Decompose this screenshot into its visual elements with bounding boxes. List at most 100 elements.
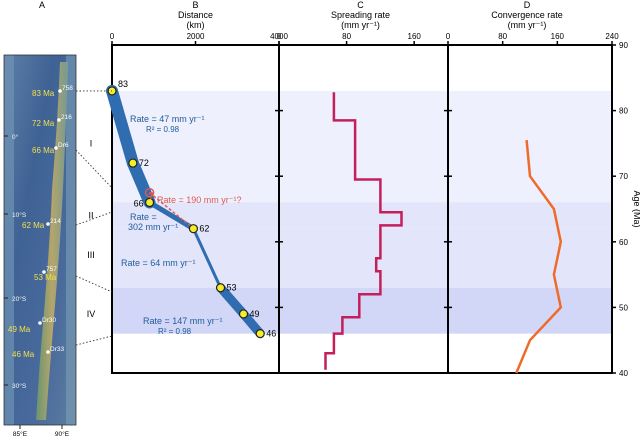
site-marker	[42, 270, 46, 274]
panel-frame-d	[447, 44, 613, 374]
segment-label-II: II	[88, 211, 93, 221]
x-tick-label-d: 160	[551, 32, 565, 41]
segment-label-IV: IV	[87, 309, 96, 319]
panel-letter-c: C	[357, 0, 364, 10]
age-point-label: 62	[199, 224, 209, 234]
age-label: 83 Ma	[32, 89, 55, 98]
connector-line	[75, 275, 113, 293]
x-tick-label-c: 160	[408, 32, 422, 41]
rate-label-iii: Rate = 64 mm yr⁻¹	[121, 258, 196, 268]
rate-label-iv: Rate = 147 mm yr⁻¹	[143, 316, 223, 326]
age-point	[128, 158, 138, 168]
lon-label: 85°E	[13, 430, 28, 438]
r2-label-i: R² = 0.98	[146, 125, 180, 134]
segment-label-III: III	[87, 250, 95, 260]
age-band-2	[112, 202, 612, 229]
age-point-label: 53	[227, 283, 237, 293]
convergence-rate-line	[515, 139, 563, 374]
track-segment-5	[216, 283, 249, 319]
x-tick-label-c: 80	[342, 32, 351, 41]
site-label: 214	[50, 218, 61, 225]
site-label: Dr30	[42, 317, 56, 324]
lat-label: 30°S	[12, 382, 27, 390]
site-marker	[57, 118, 61, 122]
site-marker	[46, 222, 50, 226]
track-segment-1	[106, 84, 139, 170]
y-tick-label: 50	[619, 303, 628, 312]
segment-label-I: I	[90, 138, 93, 148]
site-label: 758	[62, 85, 73, 92]
y-tick-label: 40	[619, 369, 628, 378]
x-tick-label-c: 0	[277, 32, 282, 41]
age-axis-label: Age (Ma)	[632, 190, 640, 227]
connector-line	[75, 335, 113, 346]
panel-subtitle-c: (mm yr⁻¹)	[341, 20, 380, 30]
connector-line	[75, 211, 113, 226]
questioned-point	[144, 187, 155, 198]
lon-label: 90°E	[55, 430, 70, 438]
question-mark: ?	[148, 191, 154, 202]
site-marker	[38, 321, 42, 325]
lat-label: 0°	[12, 133, 19, 141]
age-point	[188, 224, 199, 234]
age-point-label: 83	[118, 79, 128, 89]
questioned-segment	[149, 192, 194, 230]
age-label: 62 Ma	[22, 221, 45, 230]
x-tick-label-b: 4000	[270, 32, 288, 41]
site-label: 757	[46, 266, 57, 273]
age-label: 72 Ma	[32, 119, 55, 128]
age-label: 46 Ma	[12, 350, 35, 359]
age-point-label: 49	[250, 309, 260, 319]
y-tick-label: 90	[619, 41, 628, 50]
rate-label-ii-b: 302 mm yr⁻¹	[128, 222, 178, 232]
site-marker	[46, 350, 50, 354]
connector-line	[75, 149, 113, 189]
age-point-label: 46	[266, 329, 276, 339]
age-label: 66 Ma	[32, 146, 55, 155]
x-tick-label-d: 240	[605, 32, 619, 41]
panel-title-d: Convergence rate	[491, 10, 563, 20]
site-label: Dr33	[50, 346, 64, 353]
rate-label-ii-a: Rate =	[130, 212, 157, 222]
age-point	[238, 309, 249, 319]
panel-letter-a: A	[39, 0, 45, 10]
rate-label-i: Rate = 47 mm yr⁻¹	[130, 114, 205, 124]
x-tick-label-d: 0	[446, 32, 451, 41]
age-label: 49 Ma	[8, 325, 31, 334]
map-shelf-east	[66, 55, 76, 425]
age-label: 53 Ma	[34, 273, 57, 282]
panel-title-b: Distance	[178, 10, 213, 20]
x-tick-label-b: 2000	[187, 32, 205, 41]
site-label: 216	[61, 114, 72, 121]
site-marker	[54, 146, 58, 150]
site-label: Dr6	[58, 142, 69, 149]
x-tick-label-b: 0	[110, 32, 115, 41]
rate-label-questioned: Rate = 190 mm yr⁻¹?	[157, 195, 242, 205]
panel-title-c: Spreading rate	[331, 10, 390, 20]
y-tick-label: 80	[619, 107, 628, 116]
panel-letter-d: D	[524, 0, 531, 10]
age-point-label: 72	[139, 158, 149, 168]
site-marker	[58, 89, 62, 93]
x-tick-label-d: 80	[498, 32, 507, 41]
y-tick-label: 70	[619, 172, 628, 181]
panel-subtitle-d: (mm yr⁻¹)	[508, 20, 547, 30]
y-tick-label: 60	[619, 238, 628, 247]
lat-label: 20°S	[12, 295, 27, 303]
track-segment-4	[191, 227, 223, 290]
panel-subtitle-b: (km)	[187, 20, 205, 30]
age-point-label: 66	[134, 198, 144, 208]
age-point	[255, 329, 265, 339]
r2-label-iv: R² = 0.98	[158, 327, 192, 336]
map-frame	[3, 54, 77, 426]
age-point	[144, 197, 155, 208]
ninetyeast-ridge	[36, 62, 68, 420]
lat-label: 10°S	[12, 211, 27, 219]
age-point	[215, 283, 226, 293]
map-shelf-west	[4, 55, 14, 425]
age-band-3	[112, 228, 612, 288]
age-band-1	[112, 90, 612, 203]
track-segment-3	[147, 199, 196, 232]
spreading-rate-line	[324, 92, 403, 370]
